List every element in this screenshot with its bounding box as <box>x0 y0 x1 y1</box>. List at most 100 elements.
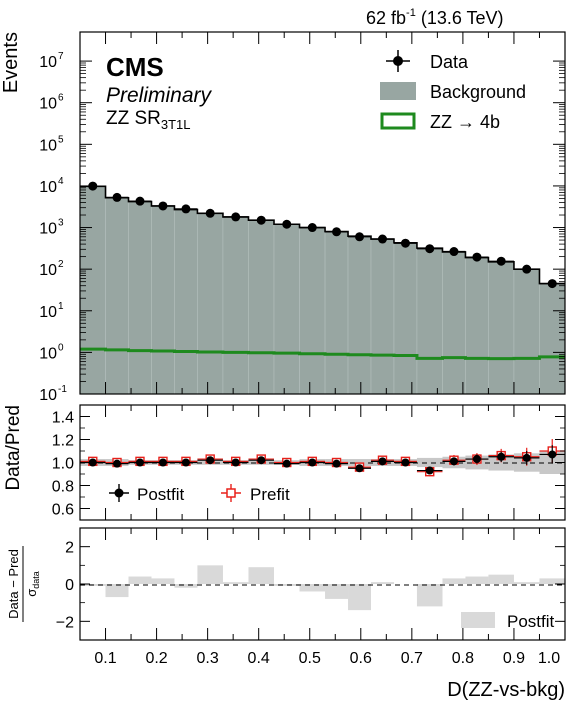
background-bar <box>539 283 566 395</box>
ratio-unc-bin <box>488 454 514 471</box>
legend-signal-swatch <box>380 112 416 130</box>
background-bar <box>347 235 372 395</box>
postfit-point <box>393 458 417 467</box>
status-label: Preliminary <box>106 84 213 107</box>
data-point-marker <box>332 227 342 237</box>
postfit-marker <box>282 459 291 468</box>
postfit-point <box>539 445 565 464</box>
pull-bar <box>513 582 540 584</box>
background-bar <box>370 238 395 395</box>
postfit-point <box>222 458 249 467</box>
background-bar <box>465 257 489 395</box>
data-point <box>299 223 326 233</box>
background-bar <box>222 216 249 395</box>
data-point <box>197 208 223 218</box>
background-bar <box>248 219 275 395</box>
postfit-marker <box>158 458 167 467</box>
ratio-y-title: Data/Pred <box>3 405 24 491</box>
data-point <box>325 227 349 237</box>
data-point <box>128 196 152 206</box>
postfit-point <box>299 458 326 467</box>
postfit-point <box>197 456 223 465</box>
data-point-marker <box>256 215 266 225</box>
pull-bar <box>539 578 565 584</box>
postfit-point <box>174 458 198 467</box>
data-point <box>416 244 443 254</box>
postfit-marker <box>257 456 266 465</box>
y-tick-label: 10 <box>39 304 57 321</box>
background-bar <box>79 185 106 395</box>
ratio-y-tick-label: 0.8 <box>52 479 74 496</box>
y-tick-exponent: 5 <box>58 134 64 145</box>
x-tick-label: 0.2 <box>145 650 167 667</box>
postfit-marker <box>135 458 144 467</box>
postfit-marker <box>472 455 481 464</box>
data-point-marker <box>282 219 292 229</box>
data-point-marker <box>181 204 191 214</box>
legend-prefit-label: Prefit <box>250 485 290 504</box>
pull-y-title-denominator: σdata <box>24 571 41 597</box>
x-tick-label: 0.9 <box>503 650 525 667</box>
postfit-marker <box>522 453 531 462</box>
pull-bar <box>325 584 349 599</box>
postfit-marker <box>425 466 434 475</box>
y-tick-label: 10 <box>39 96 57 113</box>
x-axis-title: D(ZZ-vs-bkg) <box>447 679 565 701</box>
data-point <box>539 279 565 289</box>
signal-line <box>80 347 565 361</box>
background-bar <box>488 261 515 395</box>
ratio-unc-bin <box>416 457 443 468</box>
postfit-point <box>151 458 175 467</box>
data-point <box>105 192 129 202</box>
legend-postfit-label: Postfit <box>137 485 185 504</box>
legend-data-label: Data <box>430 52 469 72</box>
y-tick-label: 10 <box>39 179 57 196</box>
postfit-marker <box>113 459 122 468</box>
data-point-marker <box>112 192 122 202</box>
data-point-marker <box>307 223 317 233</box>
pull-bar <box>222 582 249 584</box>
data-point-marker <box>158 201 168 211</box>
postfit-marker <box>378 457 387 466</box>
legend-pull-swatch <box>461 612 495 628</box>
pull-bar <box>151 578 175 584</box>
postfit-marker <box>308 458 317 467</box>
legend-prefit-marker <box>221 484 241 502</box>
data-point <box>151 201 175 211</box>
legend-background-label: Background <box>430 82 526 102</box>
background-histogram <box>79 185 566 395</box>
pull-bar <box>299 584 326 592</box>
pull-y-axis: −2 0 2 <box>56 527 565 641</box>
data-point <box>222 212 249 222</box>
data-point-marker <box>472 252 482 262</box>
data-point-marker <box>231 212 241 222</box>
x-tick-label: 0.1 <box>94 650 116 667</box>
pull-bar <box>174 584 198 588</box>
data-point <box>371 234 394 244</box>
data-point <box>348 232 371 242</box>
legend-background-swatch <box>380 82 416 100</box>
ratio-legend: Postfit Prefit <box>109 484 290 504</box>
postfit-marker <box>548 450 557 459</box>
y-tick-exponent: 2 <box>58 259 64 270</box>
postfit-marker <box>332 459 341 468</box>
pull-bar <box>465 576 489 584</box>
x-tick-label: 1.0 <box>538 650 560 667</box>
y-tick-exponent: 0 <box>58 342 64 353</box>
postfit-marker <box>206 456 215 465</box>
postfit-marker <box>181 458 190 467</box>
pull-y-tick-label: 0 <box>65 577 74 594</box>
ratio-y-axis: 0.6 0.8 1.0 1.2 1.4 <box>52 410 565 521</box>
x-tick-label: 0.7 <box>401 650 423 667</box>
ratio-y-tick-label: 0.6 <box>52 502 74 519</box>
background-bar <box>324 231 349 395</box>
data-point-marker <box>205 208 215 218</box>
postfit-point <box>416 466 443 475</box>
data-point-marker <box>88 181 98 191</box>
legend-signal-label: ZZ → 4b <box>430 112 500 132</box>
y-tick-label: 10 <box>39 54 57 71</box>
ratio-y-tick-label: 1.2 <box>52 433 74 450</box>
background-bar <box>197 212 224 395</box>
